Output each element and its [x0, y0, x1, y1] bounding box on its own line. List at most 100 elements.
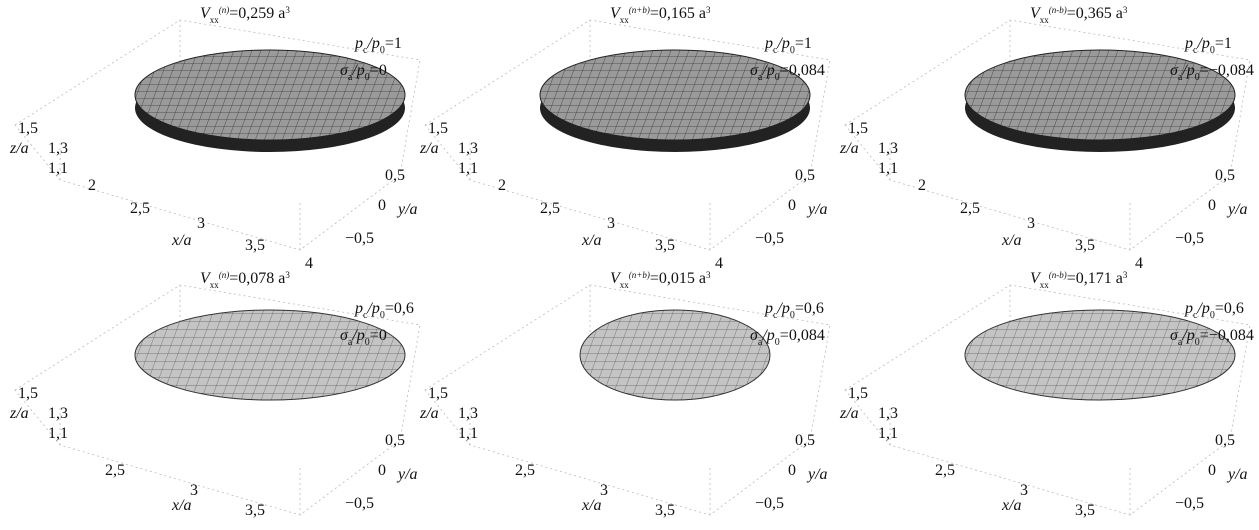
pressure-part: =0,6 — [795, 300, 824, 317]
pressure-part: /p — [776, 300, 789, 317]
stress-part: /p — [351, 62, 364, 79]
y-tick-label: −0,5 — [345, 230, 374, 247]
volume-label: Vxx(n+b)=0,165 a3 — [610, 5, 711, 25]
panel — [425, 20, 830, 250]
pressure-part: /p — [1196, 300, 1209, 317]
volume-part: xx — [1040, 280, 1050, 290]
x-tick-label: 2,5 — [105, 462, 125, 479]
volume-part: xx — [1040, 15, 1050, 25]
pressure-part: =1 — [1215, 35, 1232, 52]
volume-part: 3 — [706, 270, 711, 280]
volume-part: =0,015 a — [650, 270, 706, 287]
surface — [580, 310, 770, 400]
volume-part: (n+b) — [629, 270, 650, 280]
y-tick-label: 0,5 — [795, 167, 815, 184]
pressure-label: pc/p0=0,6 — [764, 300, 824, 321]
z-tick-label: 1,1 — [878, 425, 898, 442]
z-tick-label: 1,5 — [18, 385, 38, 402]
pressure-part: /p — [776, 35, 789, 52]
pressure-part: =0,6 — [385, 300, 414, 317]
pressure-part: /p — [1196, 35, 1209, 52]
stress-part: =−0,084 — [1200, 62, 1254, 79]
stress-part: =0,084 — [780, 62, 825, 79]
volume-part: xx — [210, 15, 220, 25]
x-tick-label: 2 — [498, 177, 506, 194]
x-tick-label: 2,5 — [130, 200, 150, 217]
pressure-part: p — [354, 300, 363, 317]
volume-part: (n) — [219, 270, 230, 280]
z-axis-label: z/a — [419, 405, 439, 422]
y-tick-label: 0 — [1208, 197, 1216, 214]
y-tick-label: −0,5 — [1175, 230, 1204, 247]
pressure-part: =0,6 — [1215, 300, 1244, 317]
y-tick-label: −0,5 — [755, 495, 784, 512]
pressure-label: pc/p0=0,6 — [1184, 300, 1244, 321]
pressure-label: pc/p0=0,6 — [354, 300, 414, 321]
y-tick-label: −0,5 — [345, 495, 374, 512]
x-axis-label: x/a — [1001, 497, 1022, 514]
y-axis-label: y/a — [396, 201, 418, 218]
figure: Vxx(n)=0,259 a3pc/p0=1σa/p0=01,51,31,1z/… — [0, 0, 1259, 530]
z-tick-label: 1,1 — [48, 160, 68, 177]
stress-part: =0 — [370, 327, 387, 344]
z-tick-label: 1,3 — [458, 140, 478, 157]
x-tick-label: 2,5 — [515, 462, 535, 479]
z-tick-label: 1,5 — [848, 385, 868, 402]
volume-part: (n-b) — [1049, 5, 1067, 15]
z-axis-label: z/a — [419, 140, 439, 157]
volume-label: Vxx(n+b)=0,015 a3 — [610, 270, 711, 290]
pressure-part: p — [354, 35, 363, 52]
x-tick-label: 2 — [918, 177, 926, 194]
z-tick-label: 1,5 — [848, 120, 868, 137]
surface — [965, 310, 1235, 400]
panel — [425, 285, 830, 515]
z-tick-label: 1,1 — [458, 160, 478, 177]
pressure-part: =1 — [385, 35, 402, 52]
stress-part: /p — [351, 327, 364, 344]
pressure-part: =1 — [795, 35, 812, 52]
surface — [135, 310, 405, 400]
volume-part: =0,165 a — [650, 5, 706, 22]
z-tick-label: 1,1 — [878, 160, 898, 177]
z-axis-label: z/a — [9, 140, 29, 157]
z-axis-label: z/a — [839, 140, 859, 157]
x-axis-label: x/a — [171, 232, 192, 249]
x-axis-label: x/a — [171, 497, 192, 514]
stress-part: /p — [761, 327, 774, 344]
z-tick-label: 1,3 — [878, 405, 898, 422]
pressure-part: p — [764, 35, 773, 52]
x-tick-label: 3,5 — [655, 237, 675, 254]
volume-part: 3 — [706, 5, 711, 15]
pressure-part: p — [1184, 35, 1193, 52]
pressure-part: /p — [366, 35, 379, 52]
stress-part: =−0,084 — [1200, 327, 1254, 344]
z-tick-label: 1,5 — [18, 120, 38, 137]
z-tick-label: 1,3 — [48, 405, 68, 422]
y-axis-label: y/a — [806, 201, 828, 218]
volume-part: =0,171 a — [1067, 270, 1123, 287]
panel — [15, 20, 420, 250]
volume-label: Vxx(n)=0,259 a3 — [200, 5, 290, 25]
volume-label: Vxx(n-b)=0,171 a3 — [1030, 270, 1128, 290]
x-tick-label: 3,5 — [245, 237, 265, 254]
volume-part: =0,259 a — [229, 5, 285, 22]
volume-part: 3 — [1123, 5, 1128, 15]
x-tick-label: 3 — [197, 215, 205, 232]
z-tick-label: 1,5 — [428, 385, 448, 402]
x-tick-label: 2,5 — [935, 462, 955, 479]
volume-part: (n+b) — [629, 5, 650, 15]
y-tick-label: 0 — [788, 197, 796, 214]
y-tick-label: 0,5 — [385, 432, 405, 449]
z-tick-label: 1,3 — [48, 140, 68, 157]
volume-part: xx — [620, 280, 630, 290]
stress-part: /p — [1181, 327, 1194, 344]
volume-label: Vxx(n)=0,078 a3 — [200, 270, 290, 290]
y-tick-label: −0,5 — [1175, 495, 1204, 512]
x-tick-label: 3 — [1027, 215, 1035, 232]
stress-label: σa/p0=0,084 — [750, 327, 825, 348]
x-tick-label: 3 — [607, 215, 615, 232]
x-tick-label: 4 — [715, 255, 723, 272]
x-tick-label: 4 — [305, 255, 313, 272]
x-tick-label: 3,5 — [655, 502, 675, 519]
z-axis-label: z/a — [9, 405, 29, 422]
